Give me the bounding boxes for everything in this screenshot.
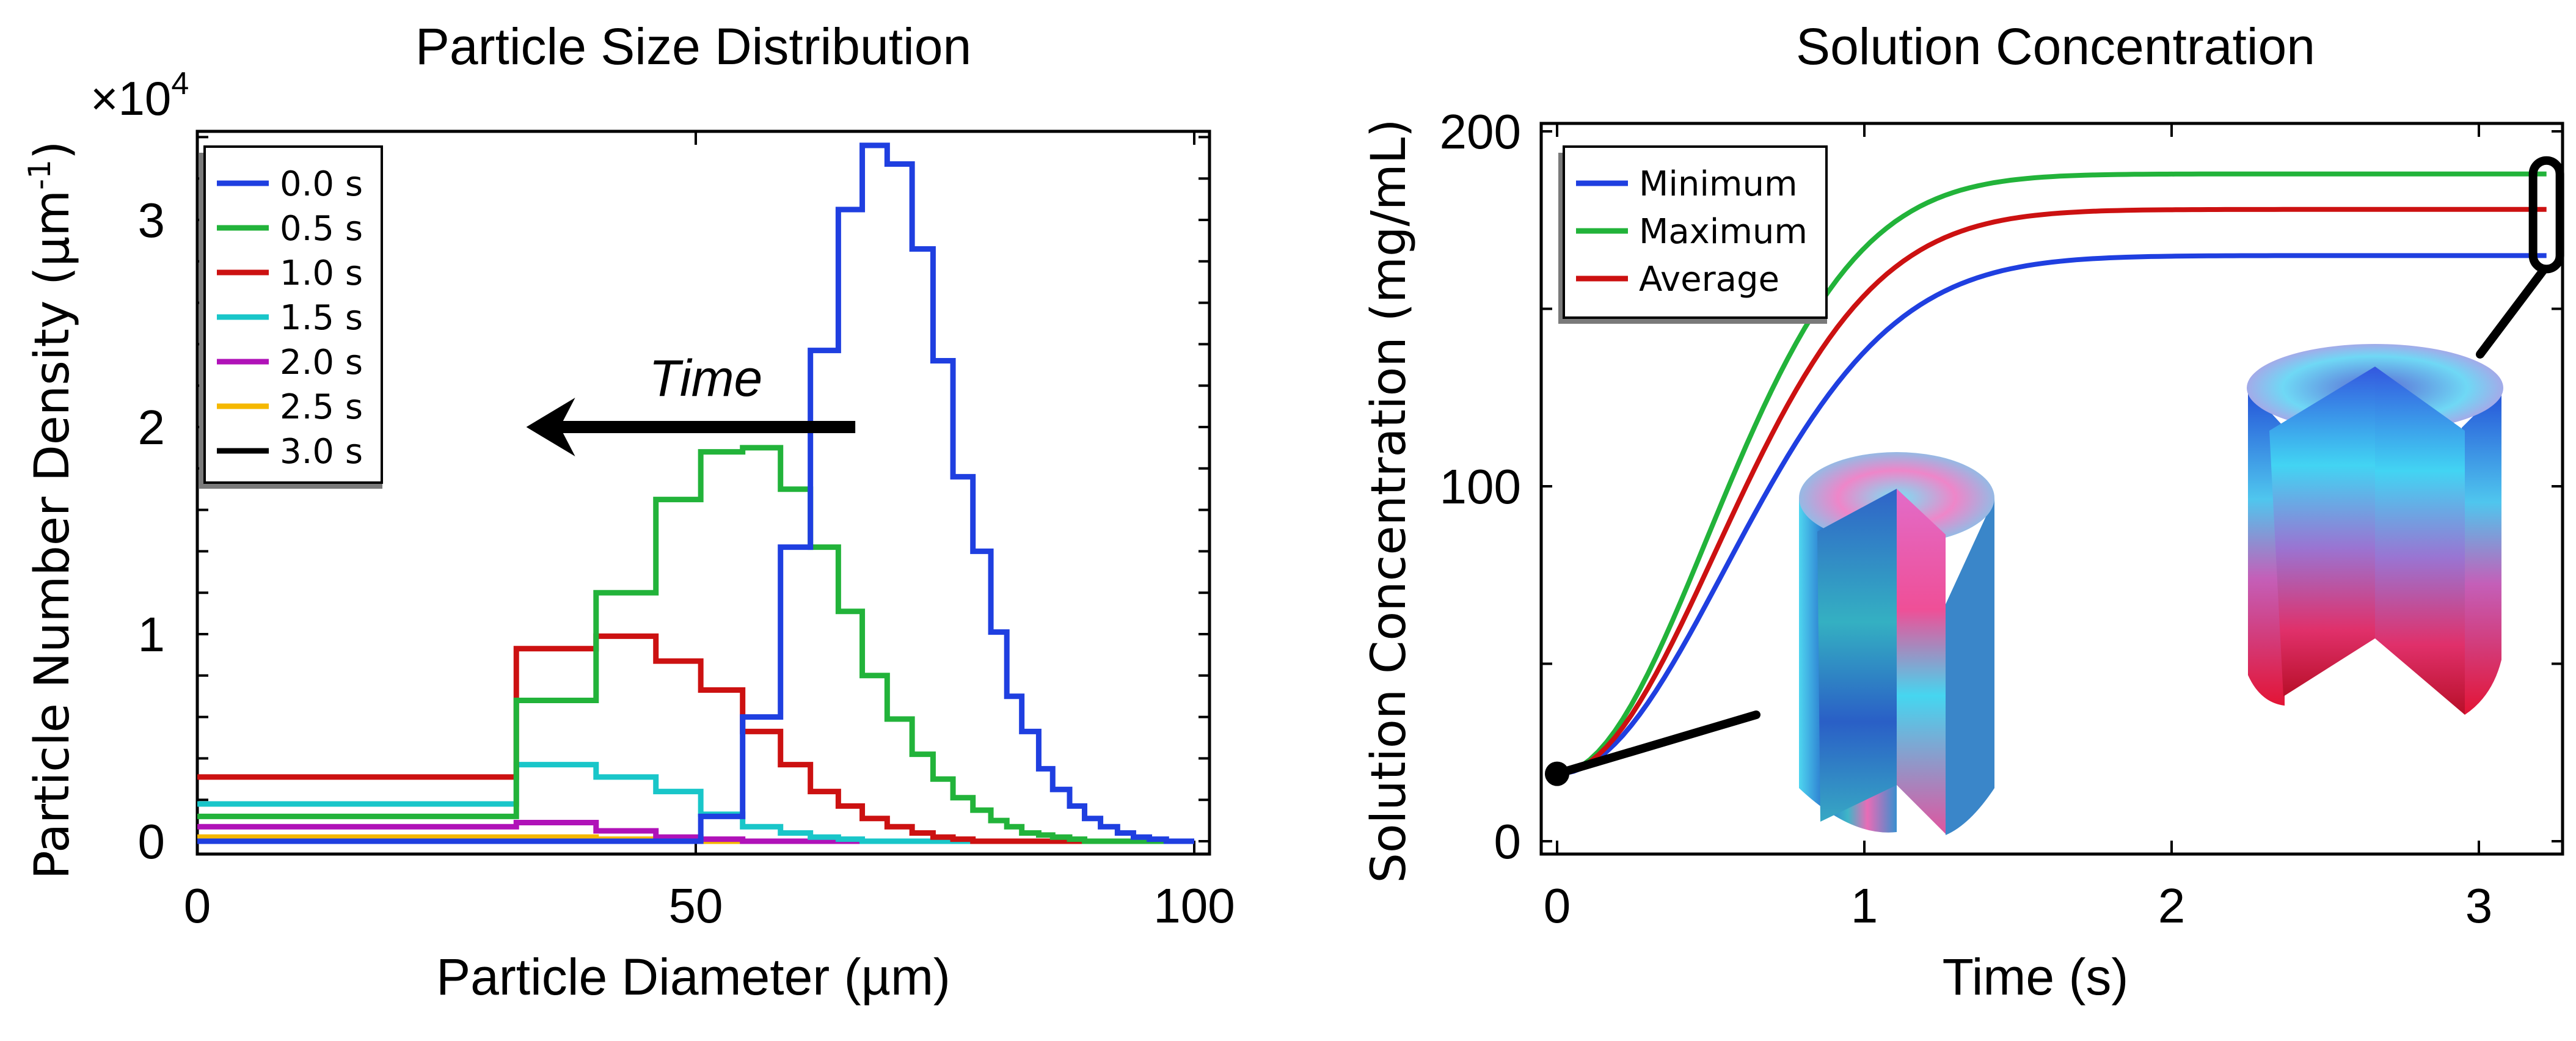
y-tick-label: 2 (138, 400, 166, 455)
time-arrow-head (526, 398, 575, 456)
series-line-0-0-s (197, 142, 1194, 844)
x-axis-label: Particle Diameter (µm) (436, 948, 950, 1006)
x-tick-label: 3 (2465, 878, 2493, 933)
cylinder-side-right (2462, 388, 2501, 715)
x-tick-label: 100 (1153, 878, 1235, 933)
y-tick-label: 3 (138, 193, 166, 247)
cylinder-cut-face-left (1817, 489, 1897, 822)
x-tick-label: 50 (669, 878, 723, 933)
legend-label: Maximum (1639, 212, 1808, 252)
y-tick-label: 1 (138, 607, 166, 662)
x-tick-label: 0 (1544, 878, 1571, 933)
legend-label: 0.0 s (280, 164, 363, 204)
series-group (197, 142, 1194, 844)
final-state-pointer (2476, 266, 2548, 359)
legend: 0.0 s 0.5 s 1.0 s 1.5 s 2.0 s 2.5 s 3.0 s (199, 145, 383, 489)
solution-concentration-chart: Solution Concentration Solution Concentr… (1362, 18, 2564, 1006)
series-line-0-5-s (197, 445, 1194, 844)
cylinder-cut-face-left (2269, 367, 2375, 696)
series-line-average (1556, 206, 2547, 776)
y-axis-label: Solution Concentration (mg/mL) (1362, 119, 1417, 883)
y-axis-multiplier: ×104 (90, 66, 189, 125)
particle-size-chart: Particle Size Distribution ×104 Particle… (22, 18, 1235, 1006)
initial-state-marker (1545, 761, 1569, 786)
x-tick-label: 2 (2158, 878, 2186, 933)
y-tick-label: 200 (1440, 104, 1521, 159)
y-axis-label: Particle Number Density (µm-1) (22, 141, 80, 880)
chart-title: Particle Size Distribution (415, 18, 971, 75)
annotations (1545, 156, 2564, 786)
x-axis-label: Time (s) (1943, 948, 2129, 1006)
x-tick-label: 0 (184, 878, 211, 933)
initial-state-pointer (1553, 710, 1761, 778)
cylinder-cut-face-right (2375, 367, 2465, 715)
x-tick-label: 1 (1851, 878, 1878, 933)
y-tick-label: 100 (1440, 459, 1521, 514)
y-tick-label: 0 (138, 814, 166, 869)
axis-ticks: 0 50 100 0 1 2 3 (138, 131, 1235, 933)
series-group (1556, 171, 2547, 776)
series-line-minimum (1556, 253, 2547, 776)
time-arrow-label: Time (649, 349, 762, 407)
legend-label: 1.0 s (280, 254, 363, 293)
legend-label: 1.5 s (280, 298, 363, 338)
cylinder-side-right (1943, 498, 1994, 835)
legend: Minimum Maximum Average (1558, 145, 1828, 324)
chart-title: Solution Concentration (1796, 18, 2315, 75)
legend-label: Average (1639, 260, 1779, 299)
time-arrow-annotation: Time (526, 349, 856, 456)
y-tick-label: 0 (1494, 814, 1522, 869)
cylinder-concentration-field-final (2247, 344, 2503, 715)
cylinder-cut-face-right (1897, 489, 1946, 834)
legend-label: Minimum (1639, 164, 1798, 204)
series-line-maximum (1556, 171, 2547, 776)
legend-label: 0.5 s (280, 209, 363, 249)
cylinder-concentration-field-initial (1799, 452, 1994, 835)
legend-label: 3.0 s (280, 432, 363, 472)
axis-ticks: 0 1 2 3 0 100 200 (1440, 104, 2563, 933)
legend-label: 2.5 s (280, 387, 363, 427)
legend-label: 2.0 s (280, 343, 363, 382)
